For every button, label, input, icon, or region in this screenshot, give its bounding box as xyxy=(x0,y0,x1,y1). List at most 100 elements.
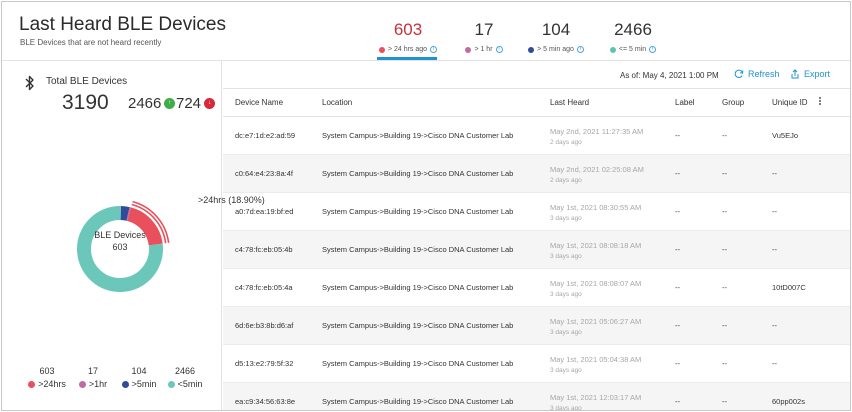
total-count: 3190 xyxy=(62,91,109,114)
cell-group: -- xyxy=(722,321,727,330)
legend-item[interactable]: 104 >5min xyxy=(116,366,162,389)
cell-unique-id: 60pp002s xyxy=(772,397,805,406)
stale-count: 724 xyxy=(176,95,202,112)
cell-label: -- xyxy=(675,245,680,254)
cell-location: System Campus->Building 19->Cisco DNA Cu… xyxy=(322,283,514,292)
up-arrow-icon: ↑ xyxy=(164,98,175,109)
cell-last-heard-ago: 3 days ago xyxy=(550,215,582,222)
table-row[interactable]: ea:c9:34:56:63:8e System Campus->Building… xyxy=(223,383,850,411)
bluetooth-icon xyxy=(25,75,34,91)
cell-last-heard: May 1st, 2021 08:08:07 AM xyxy=(550,279,642,288)
metric-tab-24hrs[interactable]: 603 > 24 hrs ago i xyxy=(370,20,446,53)
column-header-device-name[interactable]: Device Name xyxy=(235,98,284,107)
info-icon[interactable]: i xyxy=(649,46,657,53)
cell-group: -- xyxy=(722,131,727,140)
column-options-icon[interactable] xyxy=(819,96,823,106)
cell-label: -- xyxy=(675,131,680,140)
cell-unique-id: -- xyxy=(772,321,777,330)
cell-last-heard-ago: 2 days ago xyxy=(550,139,582,146)
cell-location: System Campus->Building 19->Cisco DNA Cu… xyxy=(322,245,514,254)
cell-last-heard-ago: 3 days ago xyxy=(550,291,582,298)
refresh-button[interactable]: Refresh xyxy=(734,69,780,79)
metric-label: <= 5 min xyxy=(618,46,647,53)
divider xyxy=(223,116,850,117)
info-icon[interactable]: i xyxy=(495,46,503,53)
info-icon[interactable]: i xyxy=(576,46,584,53)
metric-label: > 1 hr xyxy=(474,46,493,53)
cell-unique-id: -- xyxy=(772,169,777,178)
donut-center-value: 603 xyxy=(112,242,128,252)
table-row[interactable]: c0:64:e4:23:8a:4f System Campus->Building… xyxy=(223,155,850,193)
cell-last-heard-ago: 3 days ago xyxy=(550,253,582,260)
cell-device-name: c0:64:e4:23:8a:4f xyxy=(235,169,293,178)
column-header-last-heard[interactable]: Last Heard xyxy=(550,98,590,107)
cell-last-heard-ago: 3 days ago xyxy=(550,329,582,336)
table-row[interactable]: c4:78:fc:eb:05:4b System Campus->Building… xyxy=(223,231,850,269)
legend-item[interactable]: 603 >24hrs xyxy=(24,366,70,389)
legend-value: 17 xyxy=(87,366,98,376)
cell-last-heard: May 1st, 2021 08:30:55 AM xyxy=(550,203,642,212)
cell-unique-id: -- xyxy=(772,207,777,216)
legend-label: >1hr xyxy=(88,379,108,389)
as-of-timestamp: As of: May 4, 2021 1:00 PM xyxy=(620,71,719,80)
cell-last-heard-ago: 3 days ago xyxy=(550,405,582,411)
donut-slice-24hrs[interactable] xyxy=(127,207,163,246)
metric-label: > 24 hrs ago xyxy=(387,46,428,53)
table-row[interactable]: 6d:6e:b3:8b:d6:af System Campus->Building… xyxy=(223,307,850,345)
metric-tab-1hr[interactable]: 17 > 1 hr i xyxy=(454,20,514,53)
donut-callout: >24hrs (18.90%) xyxy=(198,195,265,205)
donut-highlight-arc xyxy=(131,203,167,244)
metric-value: 603 xyxy=(393,20,423,39)
page-subtitle: BLE Devices that are not heard recently xyxy=(20,38,162,47)
export-button[interactable]: Export xyxy=(790,69,830,79)
legend-label: <5min xyxy=(177,379,203,389)
cell-device-name: dc:e7:1d:e2:ad:59 xyxy=(235,131,296,140)
cell-unique-id: 10tD007C xyxy=(772,283,806,292)
info-icon[interactable]: i xyxy=(430,46,438,53)
metric-tab-5min[interactable]: 104 > 5 min ago i xyxy=(520,20,592,53)
cell-group: -- xyxy=(722,245,727,254)
legend-item[interactable]: 2466 <5min xyxy=(162,366,208,389)
cell-unique-id: -- xyxy=(772,359,777,368)
donut-slice-5min[interactable] xyxy=(77,206,163,292)
cell-location: System Campus->Building 19->Cisco DNA Cu… xyxy=(322,321,514,330)
column-header-group[interactable]: Group xyxy=(722,98,745,107)
down-arrow-icon: ↓ xyxy=(204,98,215,109)
cell-label: -- xyxy=(675,169,680,178)
cell-unique-id: -- xyxy=(772,245,777,254)
legend-value: 603 xyxy=(39,366,55,376)
donut-slice-5min[interactable] xyxy=(120,206,130,221)
cell-group: -- xyxy=(722,359,727,368)
metric-label: > 5 min ago xyxy=(537,46,574,53)
table-row[interactable]: c4:78:fc:eb:05:4a System Campus->Building… xyxy=(223,269,850,307)
table-row[interactable]: a0:7d:ea:19:bf:ed System Campus->Building… xyxy=(223,193,850,231)
metric-tab-le5min[interactable]: 2466 <= 5 min i xyxy=(600,20,666,53)
cell-location: System Campus->Building 19->Cisco DNA Cu… xyxy=(322,131,514,140)
cell-location: System Campus->Building 19->Cisco DNA Cu… xyxy=(322,207,514,216)
metric-value: 104 xyxy=(541,20,571,39)
export-label: Export xyxy=(804,69,831,79)
dot-icon xyxy=(465,46,472,53)
cell-device-name: 6d:6e:b3:8b:d6:af xyxy=(235,321,294,330)
cell-device-name: ea:c9:34:56:63:8e xyxy=(235,397,296,406)
table-row[interactable]: dc:e7:1d:e2:ad:59 System Campus->Building… xyxy=(223,117,850,155)
dot-icon xyxy=(167,380,175,388)
column-header-location[interactable]: Location xyxy=(322,98,353,107)
recent-count: 2466 xyxy=(128,95,162,112)
legend-value: 104 xyxy=(131,366,147,376)
dot-icon xyxy=(28,380,36,388)
refresh-icon xyxy=(734,69,744,78)
dot-icon xyxy=(528,46,535,53)
column-header-unique-id[interactable]: Unique ID xyxy=(772,98,808,107)
chart-legend: 603 >24hrs 17 >1hr 104 >5min 2466 <5min xyxy=(24,366,224,389)
cell-group: -- xyxy=(722,169,727,178)
cell-label: -- xyxy=(675,397,680,406)
table-row[interactable]: d5:13:e2:79:5f:32 System Campus->Building… xyxy=(223,345,850,383)
column-header-label[interactable]: Label xyxy=(675,98,695,107)
legend-item[interactable]: 17 >1hr xyxy=(70,366,116,389)
total-label: Total BLE Devices xyxy=(46,76,128,87)
cell-last-heard: May 2nd, 2021 02:25:08 AM xyxy=(550,165,644,174)
divider xyxy=(223,88,850,89)
cell-device-name: d5:13:e2:79:5f:32 xyxy=(235,359,294,368)
